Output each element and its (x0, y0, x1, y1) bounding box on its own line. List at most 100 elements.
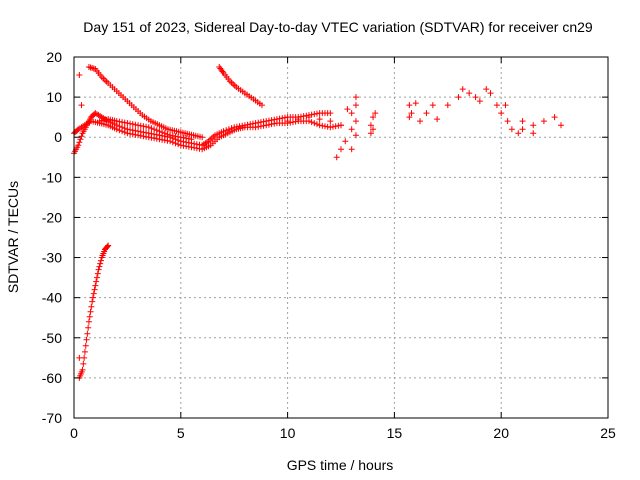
data-point (268, 121, 275, 128)
data-point (316, 122, 323, 129)
data-point (156, 136, 163, 143)
data-point (82, 342, 89, 349)
data-point (79, 366, 86, 373)
data-point (121, 129, 128, 136)
x-tick-label: 5 (177, 425, 185, 441)
data-point (75, 142, 82, 149)
data-point (83, 336, 90, 343)
y-tick-label: -60 (42, 370, 62, 386)
data-point (85, 324, 92, 331)
data-point (191, 144, 198, 151)
y-tick-label: -70 (42, 410, 62, 426)
data-point (519, 126, 526, 133)
data-point (129, 121, 136, 128)
data-point (476, 98, 483, 105)
data-point (321, 123, 328, 130)
data-point (148, 134, 155, 141)
data-point (119, 128, 126, 135)
x-axis-label: GPS time / hours (287, 457, 394, 473)
data-point (89, 294, 96, 301)
data-point (313, 121, 320, 128)
data-point (295, 116, 302, 123)
data-point (515, 130, 522, 137)
data-point (459, 86, 466, 93)
data-point (175, 133, 182, 140)
data-point (159, 136, 166, 143)
y-tick-labels: -70 -60 -50 -40 -30 -20 -10 0 10 20 (42, 49, 62, 426)
data-point (367, 122, 374, 129)
data-point (311, 120, 318, 127)
data-point (551, 114, 558, 121)
y-tick-label: 0 (54, 129, 62, 145)
data-point (177, 134, 184, 141)
y-tick-label: -20 (42, 209, 62, 225)
data-point (127, 120, 134, 127)
data-point (76, 139, 83, 146)
data-point (127, 130, 134, 137)
data-point (324, 123, 331, 130)
data-point (175, 141, 182, 148)
data-point (225, 126, 232, 133)
data-point (558, 122, 565, 129)
data-point (91, 286, 98, 293)
data-point (96, 263, 103, 270)
y-axis-label: SDTVAR / TECUs (5, 181, 21, 293)
data-point (172, 140, 179, 147)
data-point (265, 121, 272, 128)
data-point (113, 118, 120, 125)
data-point (161, 137, 168, 144)
data-point (196, 145, 203, 152)
data-point (455, 94, 462, 101)
data-point (342, 138, 349, 145)
data-point (284, 118, 291, 125)
data-point (530, 122, 537, 129)
data-point (153, 127, 160, 134)
data-point (169, 132, 176, 139)
data-point (316, 116, 323, 123)
data-point (329, 123, 336, 130)
data-point (348, 146, 355, 153)
data-point (105, 242, 112, 249)
data-points (71, 64, 565, 381)
data-point (185, 143, 192, 150)
x-tick-labels: 0 5 10 15 20 25 (70, 425, 616, 441)
data-point (89, 298, 96, 305)
data-point (94, 270, 101, 277)
data-point (80, 360, 87, 367)
data-point (180, 142, 187, 149)
data-point (348, 126, 355, 133)
data-point (429, 102, 436, 109)
data-point (308, 119, 315, 126)
data-point (183, 135, 190, 142)
data-point (370, 126, 377, 133)
data-point (252, 124, 259, 131)
data-point (352, 94, 359, 101)
data-point (300, 113, 307, 120)
data-point (352, 118, 359, 125)
data-point (255, 123, 262, 130)
data-point (540, 118, 547, 125)
data-point (140, 123, 147, 130)
data-point (271, 120, 278, 127)
data-point (151, 126, 158, 133)
data-point (352, 102, 359, 109)
data-point (143, 123, 150, 130)
data-point (372, 110, 379, 117)
data-point (151, 135, 158, 142)
data-point (177, 142, 184, 149)
y-tick-label: 20 (46, 49, 62, 65)
data-point (145, 134, 152, 141)
data-point (145, 124, 152, 131)
data-point (333, 154, 340, 161)
grid-lines (74, 57, 608, 418)
data-point (338, 146, 344, 153)
data-point (140, 133, 147, 140)
data-point (338, 122, 344, 129)
data-point (167, 132, 174, 139)
chart-title: Day 151 of 2023, Sidereal Day-to-day VTE… (83, 19, 593, 35)
data-point (148, 125, 155, 132)
data-point (412, 100, 419, 107)
data-point (119, 119, 126, 126)
data-point (137, 122, 144, 129)
data-point (159, 129, 166, 136)
